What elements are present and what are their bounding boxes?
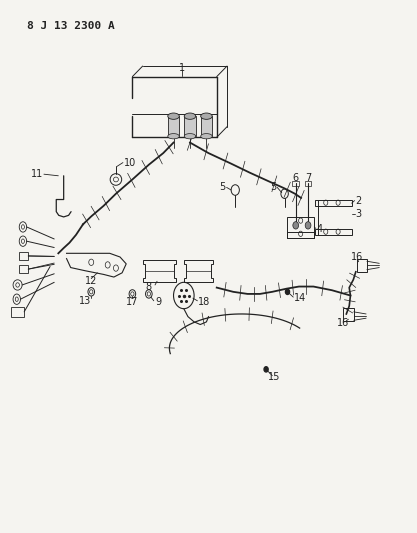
Text: 12: 12 (85, 276, 98, 286)
Text: 4: 4 (317, 223, 323, 233)
Text: 16: 16 (351, 252, 363, 262)
Text: 18: 18 (198, 297, 211, 308)
Ellipse shape (168, 113, 179, 119)
FancyBboxPatch shape (184, 116, 196, 136)
Circle shape (293, 222, 299, 229)
Text: 6: 6 (293, 173, 299, 183)
Ellipse shape (184, 134, 196, 139)
Text: 11: 11 (31, 169, 43, 179)
Circle shape (286, 289, 289, 294)
Circle shape (305, 222, 311, 229)
Text: 8 J 13 2300 A: 8 J 13 2300 A (28, 21, 115, 31)
Circle shape (264, 367, 268, 372)
Ellipse shape (168, 134, 179, 139)
Text: 15: 15 (268, 372, 281, 382)
Ellipse shape (201, 113, 212, 119)
Text: 2: 2 (355, 196, 362, 206)
Text: 14: 14 (294, 293, 306, 303)
FancyBboxPatch shape (168, 116, 179, 136)
Ellipse shape (201, 134, 212, 139)
Text: 17: 17 (126, 297, 138, 308)
Text: 1: 1 (179, 63, 185, 72)
Text: 5: 5 (270, 182, 276, 192)
Text: 10: 10 (124, 158, 136, 167)
FancyBboxPatch shape (201, 116, 212, 136)
Text: 3: 3 (355, 209, 362, 219)
Text: 8: 8 (146, 282, 152, 292)
Ellipse shape (184, 113, 196, 119)
Text: 16: 16 (337, 318, 349, 328)
Text: 13: 13 (79, 296, 91, 306)
Text: 5: 5 (219, 182, 226, 192)
Text: 9: 9 (155, 297, 161, 308)
Text: 7: 7 (305, 173, 311, 183)
